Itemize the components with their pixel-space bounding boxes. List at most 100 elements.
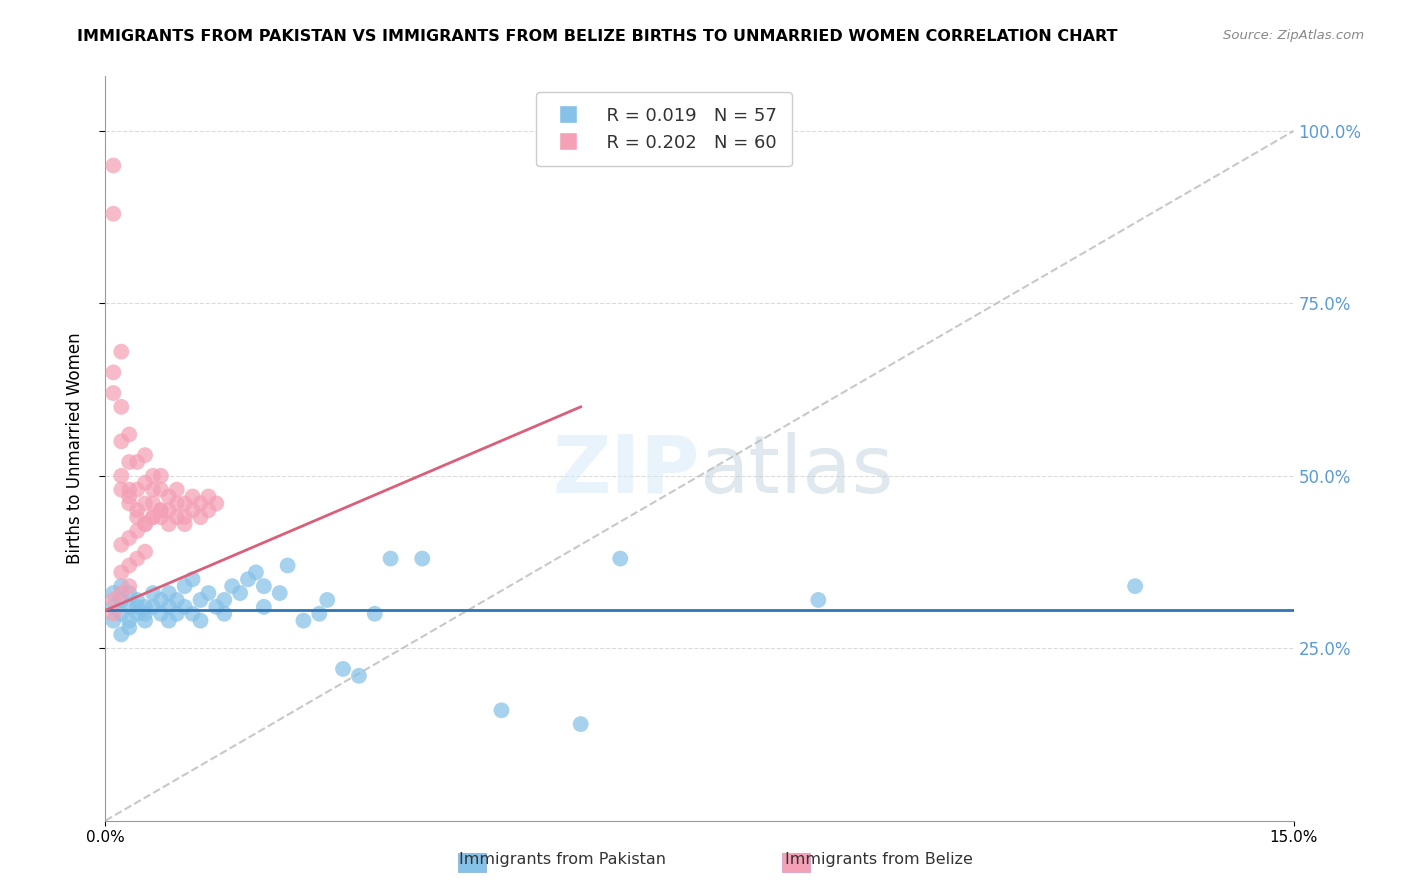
Point — [110, 586, 132, 600]
Point — [166, 593, 188, 607]
Point — [127, 483, 149, 497]
Point — [142, 510, 165, 524]
Point — [157, 517, 180, 532]
Point — [103, 593, 125, 607]
Point — [181, 490, 204, 504]
Point — [197, 503, 219, 517]
Point — [221, 579, 243, 593]
Text: IMMIGRANTS FROM PAKISTAN VS IMMIGRANTS FROM BELIZE BIRTHS TO UNMARRIED WOMEN COR: IMMIGRANTS FROM PAKISTAN VS IMMIGRANTS F… — [77, 29, 1118, 44]
Point — [181, 572, 204, 586]
Point — [110, 400, 132, 414]
Point — [110, 566, 132, 580]
Point — [103, 386, 125, 401]
Text: Source: ZipAtlas.com: Source: ZipAtlas.com — [1223, 29, 1364, 42]
Point — [118, 455, 141, 469]
Point — [127, 551, 149, 566]
Point — [197, 586, 219, 600]
Point — [149, 468, 172, 483]
Point — [149, 510, 172, 524]
Point — [118, 579, 141, 593]
Point — [229, 586, 252, 600]
Point — [110, 579, 132, 593]
Point — [205, 599, 228, 614]
Point — [166, 496, 188, 510]
Point — [214, 593, 236, 607]
Point — [127, 510, 149, 524]
Point — [134, 544, 156, 558]
Point — [149, 593, 172, 607]
Point — [190, 614, 212, 628]
Point — [166, 483, 188, 497]
Point — [142, 468, 165, 483]
Point — [142, 510, 165, 524]
Point — [110, 344, 132, 359]
Point — [347, 669, 370, 683]
Point — [190, 510, 212, 524]
Point — [205, 496, 228, 510]
Point — [149, 607, 172, 621]
Point — [364, 607, 387, 621]
Y-axis label: Births to Unmarried Women: Births to Unmarried Women — [66, 333, 84, 564]
Point — [157, 599, 180, 614]
Point — [134, 517, 156, 532]
Point — [236, 572, 259, 586]
Point — [380, 551, 402, 566]
Point — [118, 490, 141, 504]
Point — [807, 593, 830, 607]
Point — [118, 483, 141, 497]
Point — [127, 503, 149, 517]
Point — [157, 586, 180, 600]
Point — [609, 551, 631, 566]
Point — [292, 614, 315, 628]
Point — [253, 599, 276, 614]
Point — [157, 490, 180, 504]
Point — [127, 593, 149, 607]
Point — [173, 579, 195, 593]
Point — [149, 503, 172, 517]
Point — [118, 427, 141, 442]
Point — [316, 593, 339, 607]
Point — [103, 365, 125, 379]
Point — [134, 599, 156, 614]
Point — [118, 621, 141, 635]
Point — [142, 483, 165, 497]
Text: ZIP: ZIP — [553, 432, 700, 509]
Point — [142, 586, 165, 600]
Point — [118, 599, 141, 614]
Point — [134, 496, 156, 510]
Point — [134, 614, 156, 628]
Point — [103, 586, 125, 600]
Point — [103, 599, 125, 614]
Point — [166, 510, 188, 524]
Point — [277, 558, 299, 573]
Point — [173, 510, 195, 524]
Point — [181, 503, 204, 517]
Point — [110, 607, 132, 621]
Point — [1123, 579, 1146, 593]
Text: Immigrants from Pakistan: Immigrants from Pakistan — [458, 852, 666, 867]
Point — [149, 483, 172, 497]
Point — [134, 607, 156, 621]
Point — [118, 531, 141, 545]
Point — [118, 558, 141, 573]
Point — [245, 566, 267, 580]
Point — [110, 538, 132, 552]
Point — [173, 599, 195, 614]
Point — [142, 599, 165, 614]
Point — [214, 607, 236, 621]
Point — [110, 468, 132, 483]
Point — [173, 496, 195, 510]
Point — [127, 524, 149, 538]
Point — [173, 517, 195, 532]
Point — [110, 434, 132, 449]
Point — [166, 607, 188, 621]
Point — [103, 614, 125, 628]
Point — [127, 599, 149, 614]
Point — [134, 475, 156, 490]
Point — [157, 503, 180, 517]
Point — [149, 503, 172, 517]
Point — [118, 614, 141, 628]
Point — [134, 448, 156, 462]
Point — [103, 607, 125, 621]
Point — [190, 496, 212, 510]
